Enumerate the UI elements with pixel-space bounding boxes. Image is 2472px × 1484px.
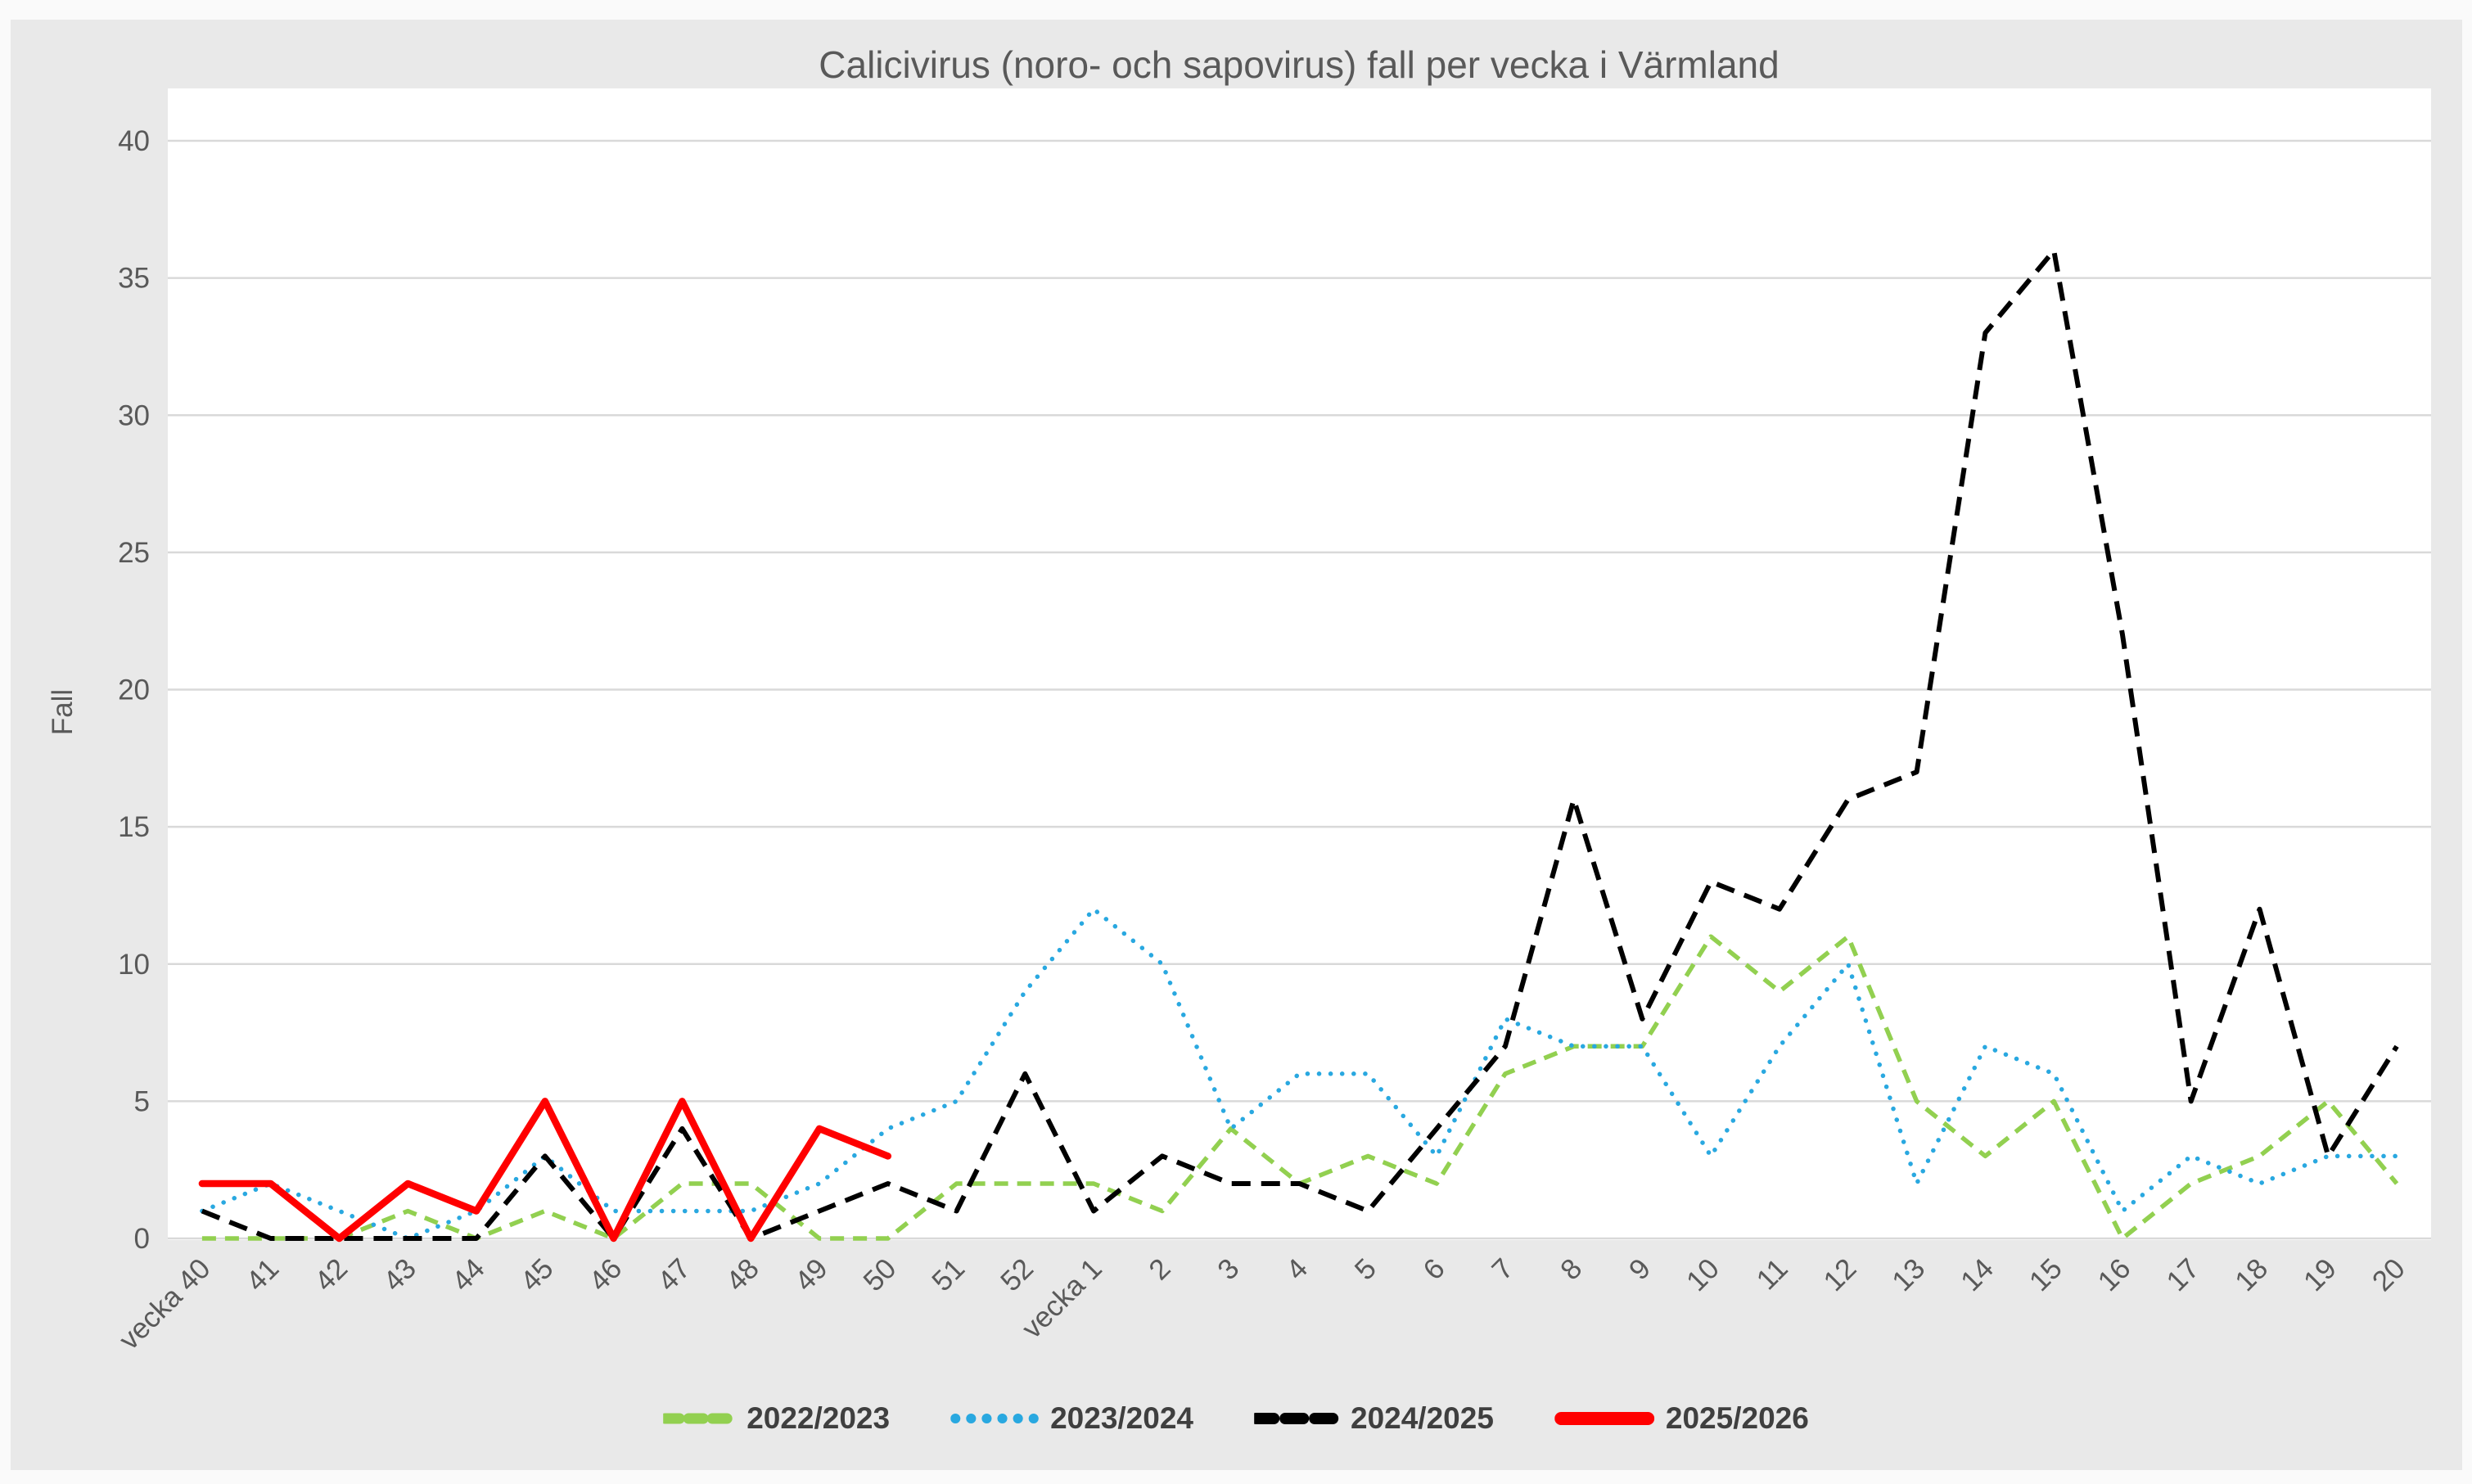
y-tick-label: 15 [118, 811, 150, 843]
y-tick-label: 30 [118, 399, 150, 431]
y-tick-label: 40 [118, 125, 150, 157]
y-tick-label: 5 [134, 1085, 150, 1117]
y-tick-label: 25 [118, 537, 150, 569]
series-lines [198, 248, 2399, 1243]
series-line-2025-2026 [198, 1098, 892, 1243]
top-edge-strip [0, 0, 2472, 20]
chart-title: Calicivirus (noro- och sapovirus) fall p… [819, 43, 1779, 86]
bottom-edge-strip [0, 1470, 2472, 1484]
chart-legend: 2022/2023 2023/2024 2024/2025 2025/2026 [663, 1401, 1809, 1436]
legend-item-2025-2026: 2025/2026 [1554, 1401, 1809, 1436]
y-tick-label: 20 [118, 674, 150, 706]
y-tick-label: 35 [118, 263, 150, 295]
legend-item-2024-2025: 2024/2025 [1254, 1401, 1494, 1436]
legend-label: 2024/2025 [1351, 1401, 1494, 1435]
legend-item-2023-2024: 2023/2024 [950, 1401, 1193, 1436]
black-dashed-line-icon [1254, 1413, 1339, 1424]
left-edge-strip [0, 0, 11, 1484]
red-solid-line-icon [1554, 1412, 1654, 1425]
legend-label: 2023/2024 [1050, 1401, 1193, 1435]
series-line-2024-2025 [201, 248, 2399, 1241]
legend-label: 2025/2026 [1665, 1401, 1809, 1435]
green-dashed-line-icon [663, 1413, 736, 1424]
blue-dotted-line-icon [950, 1414, 1040, 1423]
legend-item-2022-2023: 2022/2023 [663, 1401, 890, 1436]
legend-label: 2022/2023 [747, 1401, 891, 1435]
y-tick-label: 10 [118, 949, 150, 981]
y-axis-title: Fall [47, 689, 79, 735]
y-axis-tick-labels: 0 5 10 15 20 25 30 35 40 [118, 125, 150, 1255]
right-edge-strip [2462, 0, 2472, 1484]
plot-area-background [168, 88, 2431, 1240]
y-tick-label: 0 [134, 1223, 150, 1255]
